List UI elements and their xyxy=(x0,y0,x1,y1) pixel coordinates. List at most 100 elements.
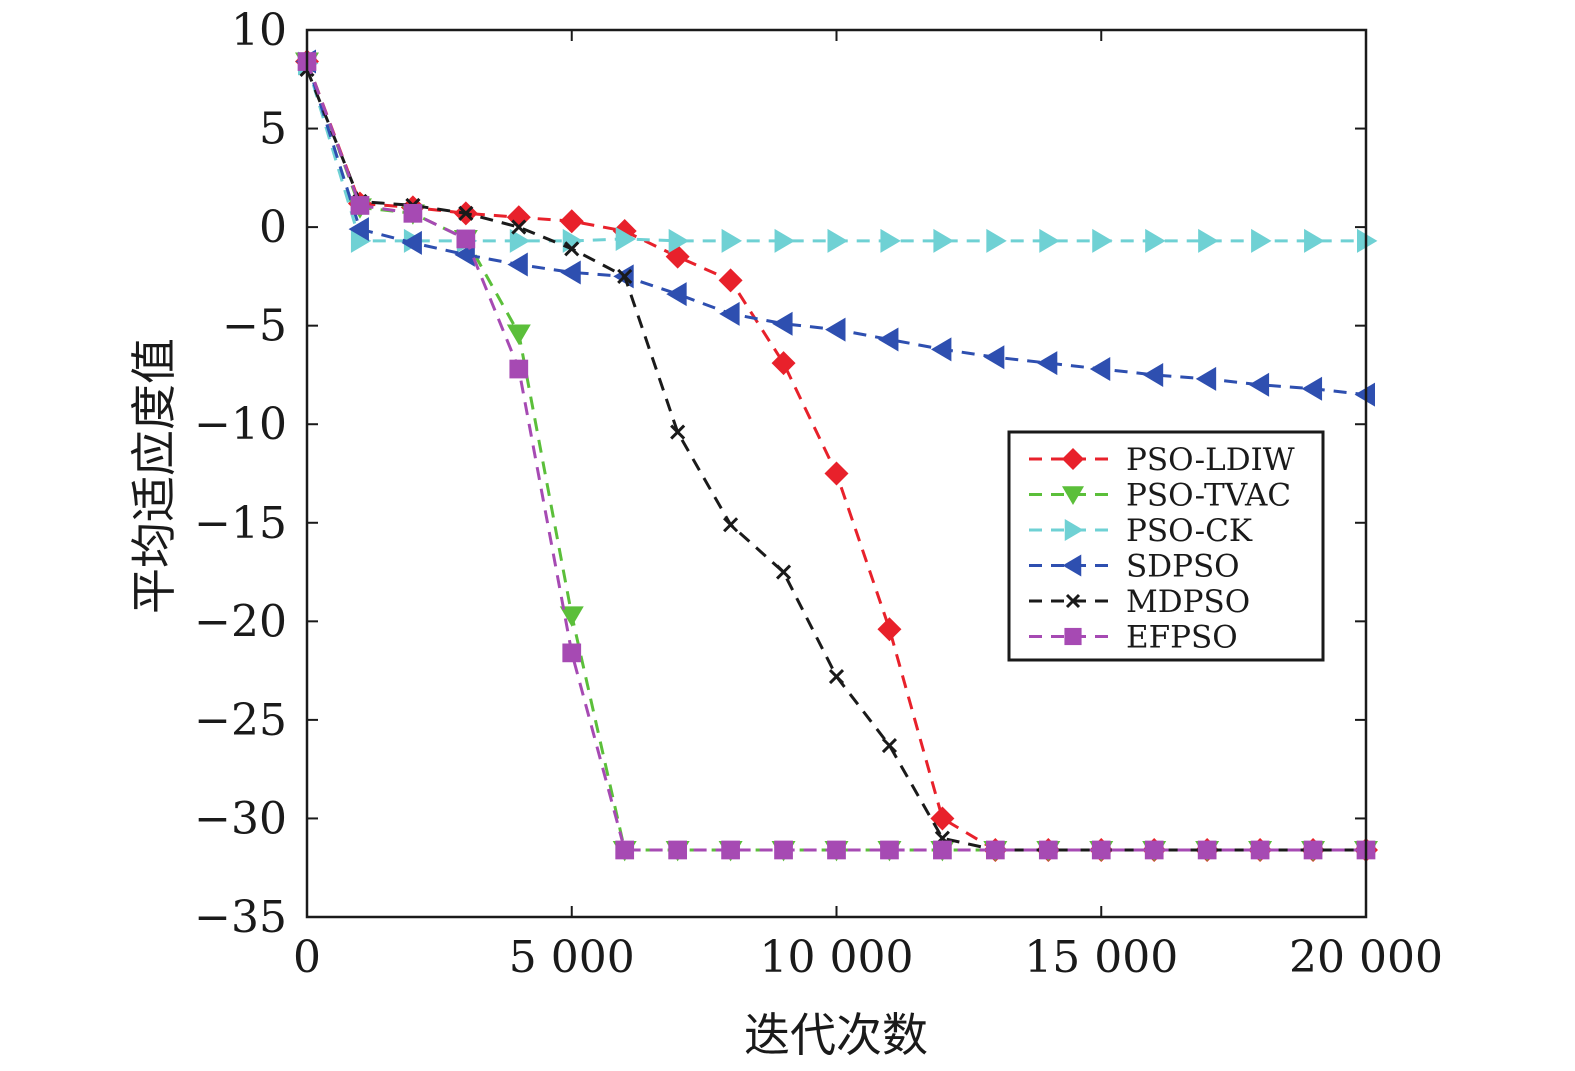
y-tick-label: −30 xyxy=(194,793,287,844)
data-point-mdpso xyxy=(617,268,633,284)
data-point-pso-ck xyxy=(933,228,954,253)
data-point-pso-ck xyxy=(774,228,795,253)
data-point-pso-ck xyxy=(721,228,742,253)
data-point-pso-ldiw xyxy=(930,806,955,831)
data-point-sdpso xyxy=(1142,362,1164,387)
series-line-sdpso xyxy=(305,61,1367,397)
y-tick-label: −15 xyxy=(194,498,287,549)
data-point-mdpso xyxy=(881,737,898,754)
data-point-efpso xyxy=(1038,840,1058,860)
data-point-efpso xyxy=(509,359,529,379)
data-point-efpso xyxy=(827,840,846,860)
data-point-pso-ck xyxy=(1251,228,1272,253)
data-point-pso-ldiw xyxy=(824,461,849,486)
data-point-efpso xyxy=(1303,840,1323,860)
data-point-efpso xyxy=(880,840,899,860)
y-tick-label: −25 xyxy=(194,695,287,746)
data-point-pso-ck xyxy=(1304,228,1325,253)
data-point-pso-ck xyxy=(668,228,690,253)
data-point-pso-ck xyxy=(1145,228,1166,253)
data-point-pso-ck xyxy=(827,228,848,253)
data-point-pso-ck xyxy=(350,228,372,253)
data-point-efpso xyxy=(1197,840,1217,860)
data-point-efpso xyxy=(403,203,423,223)
data-point-efpso xyxy=(562,643,582,663)
data-point-sdpso xyxy=(348,217,369,242)
data-point-efpso xyxy=(721,840,740,860)
y-tick-label: −10 xyxy=(194,399,287,450)
legend-label: SDPSO xyxy=(1126,549,1240,585)
y-tick-label: −20 xyxy=(194,596,287,647)
data-point-mdpso xyxy=(775,564,792,580)
legend-marker xyxy=(1065,593,1081,609)
data-point-sdpso xyxy=(507,252,528,277)
plot-area xyxy=(295,49,1378,862)
data-point-sdpso xyxy=(1195,366,1217,391)
data-point-sdpso xyxy=(825,317,846,342)
data-point-sdpso xyxy=(1248,372,1270,397)
axes: 0 5 000 10 000 15 000 20 000 10 5 0 −5 −10 −15 −20 −… xyxy=(194,5,1443,983)
data-point-efpso xyxy=(933,840,952,860)
data-point-pso-ck xyxy=(880,228,901,253)
data-point-sdpso xyxy=(666,282,687,307)
data-point-pso-ck xyxy=(1092,228,1113,253)
legend-label: PSO-CK xyxy=(1126,513,1253,549)
data-point-pso-tvac xyxy=(506,324,531,345)
data-point-efpso xyxy=(985,840,1005,860)
legend-box xyxy=(1007,430,1325,662)
x-tick-label: 15 000 xyxy=(1024,932,1178,983)
x-tick-label: 10 000 xyxy=(760,932,914,983)
data-point-pso-ldiw xyxy=(506,205,531,230)
legend-marker xyxy=(1062,486,1084,505)
data-point-mdpso xyxy=(670,424,686,440)
data-point-pso-ck xyxy=(986,228,1007,253)
data-point-sdpso xyxy=(1301,376,1323,401)
data-point-mdpso xyxy=(458,205,474,221)
y-tick-label: 10 xyxy=(231,5,287,56)
x-axis-title: 迭代次数 xyxy=(744,1008,928,1062)
data-point-efpso xyxy=(456,229,476,249)
data-point-efpso xyxy=(615,840,635,860)
data-point-pso-tvac xyxy=(559,606,584,627)
data-point-mdpso xyxy=(511,219,527,235)
data-point-pso-ldiw xyxy=(771,351,796,376)
legend-marker xyxy=(1062,448,1084,470)
data-point-sdpso xyxy=(719,301,740,326)
x-tick-label: 5 000 xyxy=(509,932,635,983)
data-point-sdpso xyxy=(772,311,793,336)
data-point-sdpso xyxy=(1089,357,1111,382)
data-point-pso-ck xyxy=(1198,228,1219,253)
legend-label: PSO-TVAC xyxy=(1126,478,1291,514)
data-point-pso-ck xyxy=(1039,228,1060,253)
data-point-mdpso xyxy=(723,517,739,533)
data-point-pso-ck xyxy=(615,226,637,251)
data-point-sdpso xyxy=(560,260,581,285)
y-tick-label: −35 xyxy=(194,892,287,943)
data-point-pso-ldiw xyxy=(718,268,743,293)
legend-label: EFPSO xyxy=(1126,620,1238,656)
data-point-efpso xyxy=(668,840,688,860)
data-point-pso-ldiw xyxy=(877,617,902,642)
data-point-sdpso xyxy=(401,230,422,255)
legend-marker xyxy=(1064,627,1082,646)
legend-marker xyxy=(1064,519,1084,541)
data-point-efpso xyxy=(1250,840,1270,860)
legend-marker xyxy=(1062,554,1082,577)
x-tick-label: 0 xyxy=(293,932,321,983)
y-tick-label: 5 xyxy=(259,104,287,155)
legend-label: MDPSO xyxy=(1126,584,1250,620)
data-point-sdpso xyxy=(878,327,899,352)
data-point-efpso xyxy=(1091,840,1111,860)
data-point-efpso xyxy=(1144,840,1164,860)
x-tick-label: 20 000 xyxy=(1289,932,1443,983)
y-tick-label: −5 xyxy=(222,301,287,352)
data-point-sdpso xyxy=(931,337,952,362)
data-point-efpso xyxy=(774,840,793,860)
data-point-mdpso xyxy=(564,241,580,257)
data-point-pso-ck xyxy=(509,228,531,253)
data-point-sdpso xyxy=(983,345,1005,370)
legend-label: PSO-LDIW xyxy=(1126,442,1295,478)
y-axis-title: 平均适应度值 xyxy=(127,338,181,614)
